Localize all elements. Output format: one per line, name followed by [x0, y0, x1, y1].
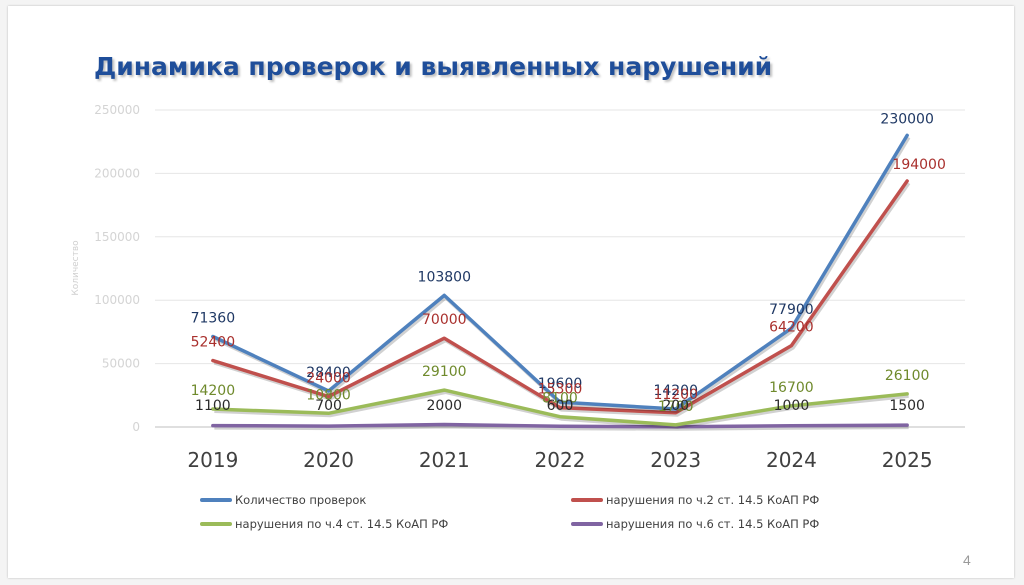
y-tick-label: 50000 — [102, 357, 140, 371]
series-line-shadow — [213, 181, 911, 417]
data-label: 2000 — [426, 398, 462, 414]
x-tick-label: 2024 — [766, 448, 817, 472]
data-label: 64200 — [769, 320, 814, 336]
data-label: 29100 — [422, 364, 467, 380]
data-label: 1100 — [195, 398, 231, 414]
y-tick-label: 100000 — [94, 293, 140, 307]
data-label: 16700 — [769, 380, 814, 396]
y-tick-label: 250000 — [94, 103, 140, 117]
data-label: 28400 — [306, 365, 351, 381]
series-line — [211, 388, 909, 427]
slide-title: Динамика проверок и выявленных нарушений — [94, 52, 773, 81]
data-label: 1700 — [658, 399, 694, 415]
data-label: 230000 — [880, 111, 933, 127]
data-label: 77900 — [769, 302, 814, 318]
data-label: 14200 — [653, 383, 698, 399]
data-label: 70000 — [422, 312, 467, 328]
data-label: 600 — [547, 398, 574, 414]
series-line — [211, 133, 909, 411]
data-label: 1000 — [774, 398, 810, 414]
page-number: 4 — [963, 552, 971, 568]
series-line-shadow — [214, 390, 909, 429]
y-tick-label: 150000 — [94, 230, 140, 244]
y-axis-label: Количество — [71, 240, 81, 296]
legend-label: нарушения по ч.2 ст. 14.5 КоАП РФ — [606, 493, 819, 507]
legend-label: нарушения по ч.6 ст. 14.5 КоАП РФ — [606, 517, 819, 531]
x-tick-label: 2019 — [187, 448, 238, 472]
data-label: 700 — [315, 398, 342, 414]
data-label: 52400 — [191, 335, 236, 351]
data-label: 11200 — [653, 387, 698, 403]
x-tick-label: 2022 — [535, 448, 586, 472]
series-line — [211, 422, 909, 429]
series-line-shadow — [214, 424, 909, 431]
slide: Динамика проверок и выявленных нарушений… — [8, 6, 1014, 578]
x-tick-label: 2025 — [882, 448, 933, 472]
data-label: 10800 — [306, 387, 351, 403]
x-tick-label: 2020 — [303, 448, 354, 472]
data-label: 15300 — [538, 382, 583, 398]
legend-label: Количество проверок — [235, 493, 366, 507]
y-tick-label: 0 — [132, 420, 140, 434]
data-label: 200 — [662, 398, 689, 414]
data-label: 71360 — [191, 311, 236, 327]
legend-label: нарушения по ч.4 ст. 14.5 КоАП РФ — [235, 517, 448, 531]
data-label: 194000 — [892, 157, 945, 173]
data-label: 103800 — [418, 269, 471, 285]
y-tick-label: 200000 — [94, 166, 140, 180]
x-tick-label: 2021 — [419, 448, 470, 472]
series-line — [211, 179, 909, 415]
data-label: 14200 — [191, 383, 236, 399]
x-tick-label: 2023 — [650, 448, 701, 472]
data-label: 24000 — [306, 371, 351, 387]
data-label: 1500 — [889, 398, 925, 414]
data-label: 26100 — [885, 368, 930, 384]
series-line-shadow — [213, 136, 911, 413]
data-label: 8100 — [542, 391, 578, 407]
data-label: 19600 — [538, 376, 583, 392]
